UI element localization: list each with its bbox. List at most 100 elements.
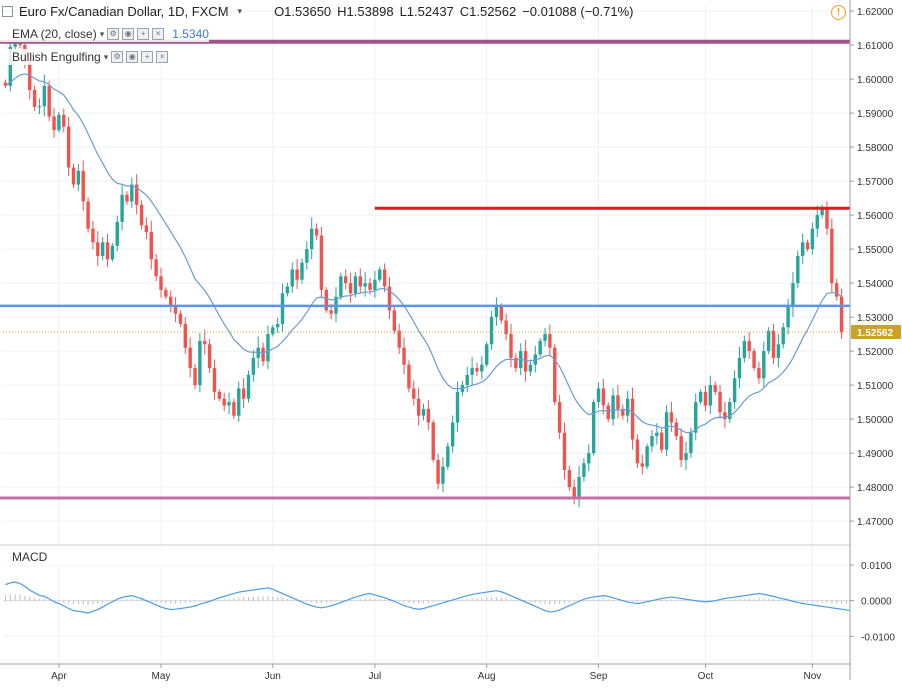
time-tick-label: Jul xyxy=(368,671,381,682)
candle xyxy=(353,276,358,294)
candle xyxy=(246,374,251,399)
candle xyxy=(241,388,246,399)
candle xyxy=(217,391,222,399)
candle xyxy=(37,106,42,108)
pattern-more-icon[interactable]: + xyxy=(141,51,154,63)
pattern-settings-icon[interactable]: ⚙ xyxy=(111,51,124,63)
candle xyxy=(762,351,766,379)
candle xyxy=(285,286,290,294)
candle xyxy=(577,476,581,498)
ema-visibility-icon[interactable]: ◉ xyxy=(122,28,135,40)
candle xyxy=(514,357,518,369)
candle xyxy=(193,368,197,386)
candle xyxy=(538,340,542,355)
candle xyxy=(655,432,659,437)
price-tick-label: 1.59000 xyxy=(857,109,894,120)
candle xyxy=(810,228,815,250)
candle xyxy=(484,344,489,365)
candle xyxy=(786,306,790,328)
pattern-remove-icon[interactable]: × xyxy=(156,51,169,63)
alert-icon[interactable]: ! xyxy=(831,5,846,20)
candle xyxy=(426,408,431,423)
candle xyxy=(587,453,591,464)
candle xyxy=(523,351,528,372)
candle xyxy=(198,340,202,386)
candle xyxy=(431,422,435,460)
candles xyxy=(3,31,844,508)
candle xyxy=(339,276,343,297)
candle xyxy=(791,283,795,307)
pattern-dropdown-icon[interactable]: ▾ xyxy=(103,51,109,62)
candle xyxy=(392,310,397,331)
pattern-visibility-icon[interactable]: ◉ xyxy=(126,51,139,63)
symbol-dropdown-icon[interactable]: ▾ xyxy=(237,5,243,16)
candle xyxy=(509,334,513,358)
candle xyxy=(266,334,270,362)
price-tick-label: 1.62000 xyxy=(857,7,894,18)
candle xyxy=(494,306,499,318)
candle xyxy=(645,446,649,467)
candle xyxy=(139,204,144,226)
candle xyxy=(363,283,367,287)
ema-line xyxy=(5,73,842,434)
time-tick-label: May xyxy=(152,671,171,682)
price-tick-label: 1.52000 xyxy=(857,347,894,358)
candle xyxy=(110,245,115,260)
candle xyxy=(154,259,158,277)
ema-remove-icon[interactable]: × xyxy=(152,28,165,40)
time-tick-label: Apr xyxy=(51,671,67,682)
symbol-title[interactable]: Euro Fx/Canadian Dollar, 1D, FXCM xyxy=(19,3,229,19)
macd-pane xyxy=(3,581,902,619)
candle xyxy=(100,242,105,256)
grid xyxy=(0,6,850,663)
ohlc-high: H1.53898 xyxy=(337,3,394,19)
candle xyxy=(708,385,713,406)
price-tick-label: 1.61000 xyxy=(857,41,894,52)
macd-label[interactable]: MACD xyxy=(12,550,48,564)
candle xyxy=(421,408,426,416)
candle xyxy=(8,46,12,86)
candle xyxy=(635,439,640,464)
candle xyxy=(436,459,440,484)
candle xyxy=(52,116,56,131)
pattern-label[interactable]: Bullish Engulfing xyxy=(12,50,101,64)
candle xyxy=(134,184,139,205)
candle xyxy=(679,436,683,460)
ohlc-header: Euro Fx/Canadian Dollar, 1D, FXCM ▾ O1.5… xyxy=(0,2,640,20)
candle xyxy=(188,347,192,369)
candle xyxy=(698,391,703,403)
candle xyxy=(275,323,280,328)
candle xyxy=(591,402,596,454)
price-axis-bg xyxy=(850,0,902,697)
collapse-toggle-icon[interactable] xyxy=(2,5,13,17)
candle xyxy=(173,306,178,314)
candle xyxy=(718,391,722,413)
ema-more-icon[interactable]: + xyxy=(137,28,150,40)
candle xyxy=(572,487,576,498)
candle xyxy=(553,347,557,403)
candle xyxy=(212,368,217,392)
macd-tick-label: -0.0100 xyxy=(861,632,895,643)
pattern-legend: Bullish Engulfing ▾ ⚙ ◉ + × xyxy=(0,49,169,65)
ema-value: 1.5340 xyxy=(172,27,209,41)
candle xyxy=(62,114,66,127)
candle xyxy=(660,432,664,450)
ema-dropdown-icon[interactable]: ▾ xyxy=(99,28,105,39)
candle xyxy=(96,242,100,256)
candle xyxy=(159,276,163,290)
candle xyxy=(766,330,771,352)
time-tick-label: Jun xyxy=(265,671,281,682)
candle xyxy=(256,347,260,358)
candle xyxy=(232,402,236,416)
candle xyxy=(76,170,81,185)
candle xyxy=(3,82,8,86)
ema-settings-icon[interactable]: ⚙ xyxy=(107,28,120,40)
candle xyxy=(800,242,805,256)
candle xyxy=(290,269,294,287)
ema-label[interactable]: EMA (20, close) xyxy=(12,27,97,41)
candle xyxy=(684,453,688,460)
candle xyxy=(835,283,839,297)
price-tick-label: 1.54000 xyxy=(857,279,894,290)
